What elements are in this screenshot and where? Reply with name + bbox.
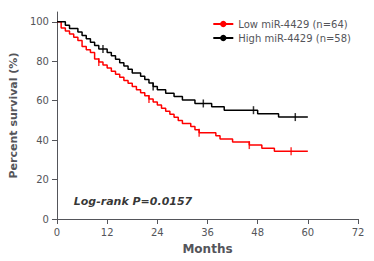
svg-text:20: 20: [36, 174, 49, 185]
svg-text:40: 40: [36, 135, 49, 146]
svg-text:36: 36: [201, 227, 214, 238]
svg-text:Percent survival (%): Percent survival (%): [7, 53, 20, 179]
svg-text:Months: Months: [182, 242, 232, 256]
svg-text:72: 72: [352, 227, 365, 238]
svg-text:100: 100: [30, 16, 49, 27]
svg-text:Low miR-4429 (n=64): Low miR-4429 (n=64): [238, 19, 348, 30]
svg-text:0: 0: [43, 214, 49, 225]
svg-text:0: 0: [54, 227, 60, 238]
svg-text:Log-rank P=0.0157: Log-rank P=0.0157: [74, 195, 193, 208]
svg-text:80: 80: [36, 56, 49, 67]
svg-text:60: 60: [301, 227, 314, 238]
svg-text:24: 24: [151, 227, 164, 238]
svg-text:48: 48: [251, 227, 264, 238]
svg-text:High miR-4429 (n=58): High miR-4429 (n=58): [238, 33, 351, 44]
svg-text:60: 60: [36, 95, 49, 106]
svg-text:12: 12: [101, 227, 114, 238]
